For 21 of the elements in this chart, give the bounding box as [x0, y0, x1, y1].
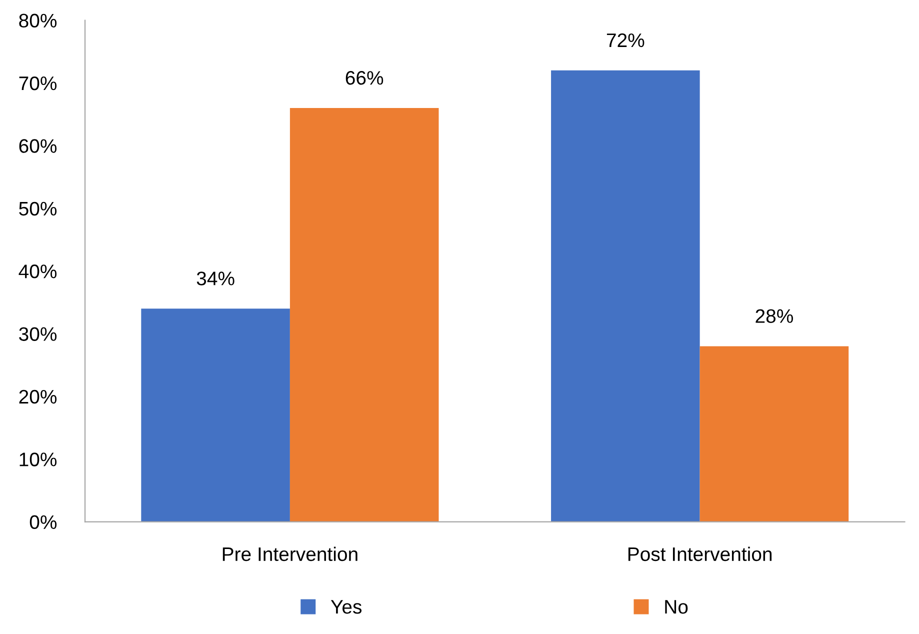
x-tick-label: Post Intervention [628, 546, 772, 562]
y-tick-label: 20% [19, 390, 57, 404]
y-tick-label: 0% [30, 515, 57, 530]
bar [700, 346, 849, 522]
data-label: 66% [346, 70, 384, 85]
legend-label: No [665, 600, 688, 614]
y-tick-label: 60% [19, 139, 57, 153]
bar [290, 108, 439, 522]
y-tick-label: 80% [19, 14, 57, 28]
data-label: 72% [606, 33, 644, 48]
y-tick-label: 40% [18, 264, 57, 278]
data-label: 34% [196, 272, 234, 286]
x-tick-label: Pre Intervention [222, 546, 358, 562]
bar [551, 70, 700, 522]
y-tick-label: 30% [19, 327, 57, 341]
y-tick-label: 10% [20, 452, 57, 466]
bar [141, 308, 290, 522]
data-label: 28% [756, 309, 793, 323]
y-tick-label: 70% [19, 76, 57, 90]
legend-label: Yes [330, 600, 362, 614]
y-tick-label: 50% [19, 202, 57, 216]
